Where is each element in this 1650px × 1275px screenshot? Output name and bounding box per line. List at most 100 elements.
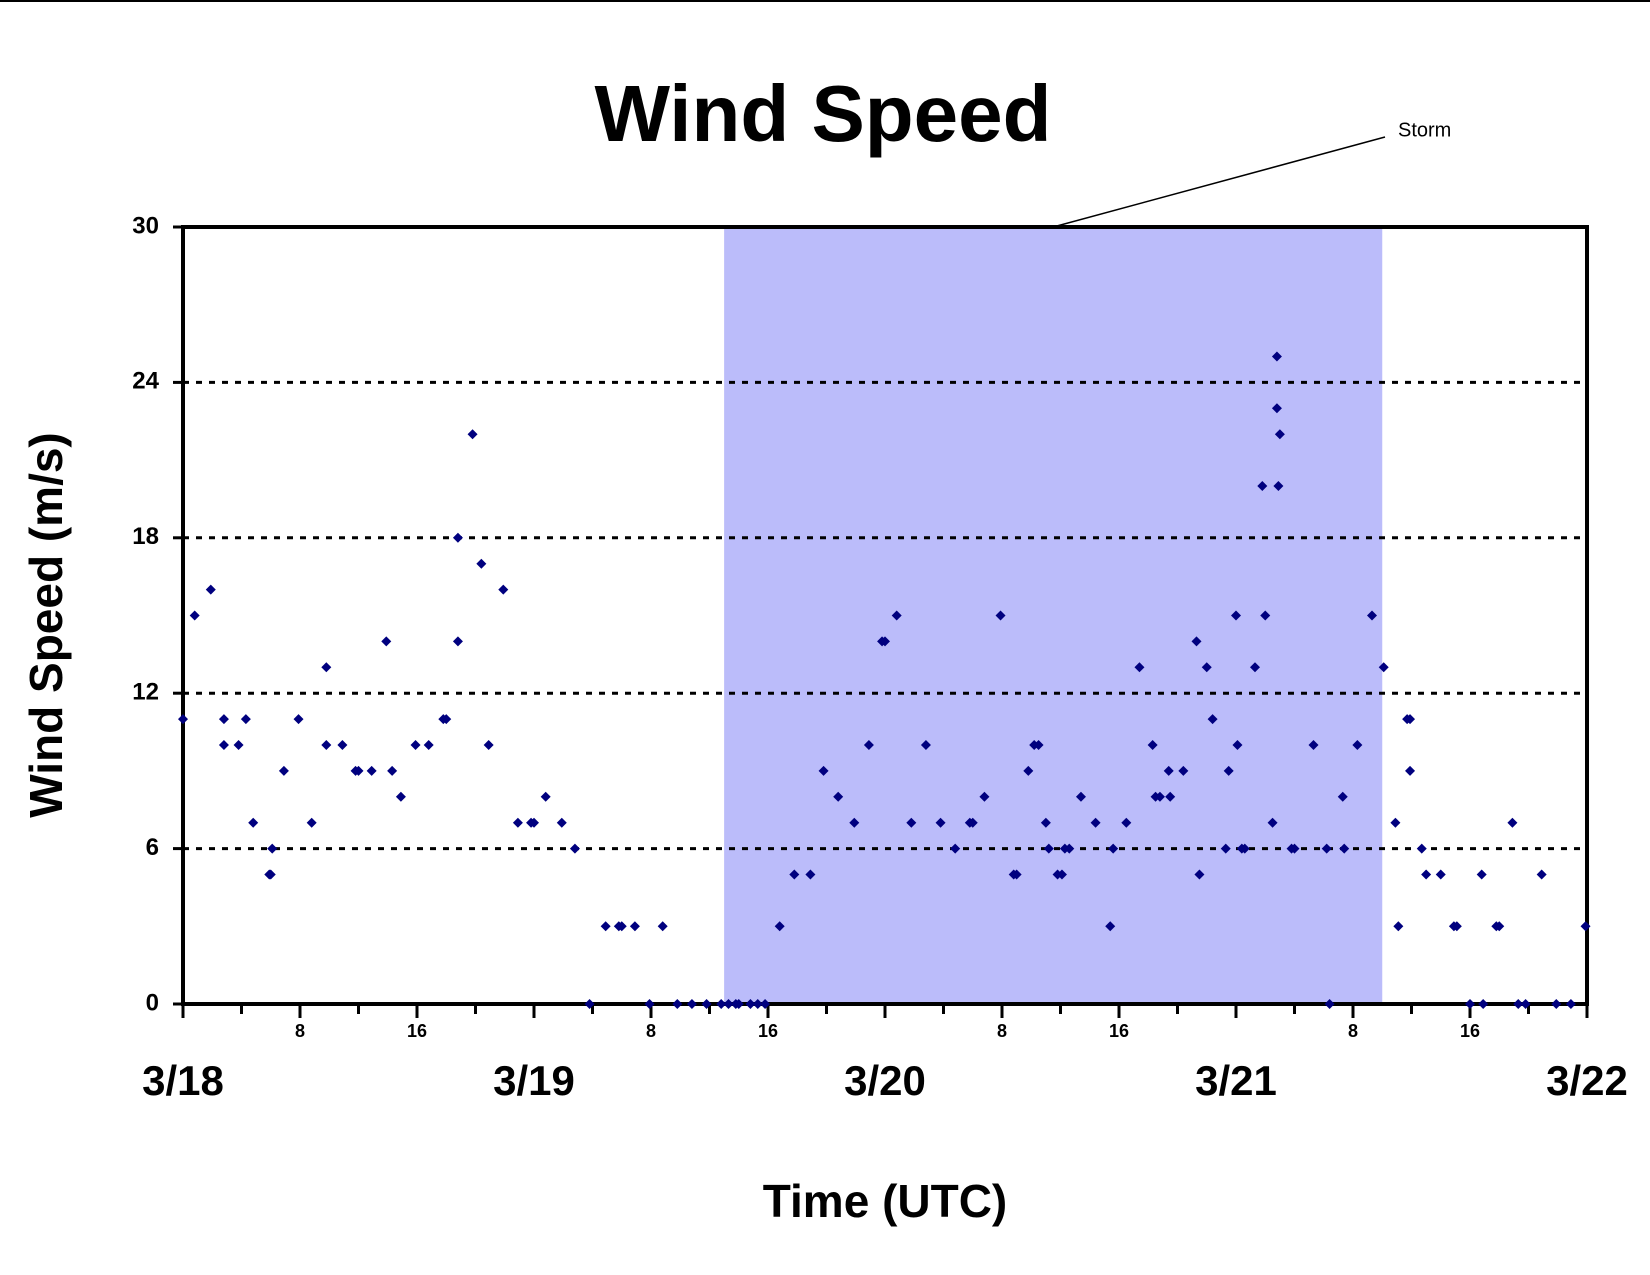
point (1378, 662, 1389, 673)
point (498, 584, 509, 595)
x-day-label: 3/22 (1546, 1057, 1628, 1104)
x-day-label: 3/20 (844, 1057, 926, 1104)
point (818, 765, 829, 776)
point (774, 921, 785, 932)
point (218, 714, 229, 725)
point (1043, 843, 1054, 854)
y-tick-label: 0 (146, 989, 159, 1016)
point (293, 714, 304, 725)
point (584, 999, 595, 1009)
point (395, 791, 406, 802)
point (1339, 843, 1350, 854)
point (833, 791, 844, 802)
point (1507, 817, 1518, 828)
point (1163, 765, 1174, 776)
point (1023, 765, 1034, 776)
point (979, 791, 990, 802)
point (1536, 869, 1547, 880)
point (1134, 662, 1145, 673)
x-hour-label: 8 (295, 1021, 305, 1041)
point (1352, 740, 1363, 750)
x-day-label: 3/21 (1195, 1057, 1277, 1104)
point (1090, 817, 1101, 828)
point (1416, 843, 1427, 854)
point (760, 999, 771, 1009)
point (1435, 869, 1446, 880)
point (935, 817, 946, 828)
point (353, 765, 364, 776)
point (267, 843, 278, 854)
point (1465, 999, 1475, 1009)
y-tick-label: 6 (146, 834, 159, 861)
point (1257, 481, 1268, 491)
point (423, 740, 434, 750)
point (569, 843, 580, 854)
point (920, 740, 931, 750)
point (1478, 999, 1489, 1009)
y-tick-label: 30 (132, 212, 159, 239)
point (387, 765, 398, 776)
point (441, 714, 452, 725)
point (716, 999, 727, 1009)
point (1108, 843, 1119, 854)
point (1105, 921, 1116, 932)
point (476, 558, 487, 569)
point (1289, 843, 1300, 854)
point (629, 921, 640, 932)
point (1324, 999, 1335, 1009)
point (891, 610, 902, 621)
point (1201, 662, 1212, 673)
point (1405, 714, 1416, 725)
x-day-label: 3/18 (142, 1057, 224, 1104)
point (1040, 817, 1051, 828)
point (529, 817, 539, 828)
point (1239, 843, 1250, 854)
point (1337, 791, 1348, 802)
point (218, 740, 229, 750)
plot-frame (181, 225, 1589, 1006)
point (1580, 921, 1591, 932)
point (733, 999, 744, 1009)
x-hour-label: 8 (1348, 1021, 1358, 1041)
point (1274, 429, 1285, 440)
annotation-line (1052, 136, 1386, 228)
point (950, 843, 961, 854)
annotation-label: Storm (1398, 119, 1451, 141)
point (863, 740, 874, 750)
x-hour-label: 16 (1460, 1021, 1480, 1041)
x-hour-label: 16 (407, 1021, 427, 1041)
point (178, 714, 188, 725)
x-hour-label: 8 (646, 1021, 656, 1041)
point (556, 817, 567, 828)
point (752, 999, 763, 1009)
point (1194, 869, 1205, 880)
point (1232, 740, 1243, 750)
point (1271, 403, 1282, 414)
point (1421, 869, 1432, 880)
point (189, 610, 200, 621)
point (1033, 740, 1044, 750)
point (1405, 765, 1416, 776)
point (1147, 740, 1158, 750)
point (1451, 921, 1462, 932)
point (657, 921, 668, 932)
point (265, 869, 276, 880)
point (1393, 921, 1404, 932)
x-hour-label: 16 (758, 1021, 778, 1041)
point (1064, 843, 1075, 854)
point (1075, 791, 1086, 802)
point (1191, 636, 1202, 647)
point (1250, 662, 1261, 673)
point (849, 817, 860, 828)
point (1271, 351, 1282, 362)
point (1565, 999, 1576, 1009)
point (880, 636, 890, 647)
point (967, 817, 978, 828)
point (1178, 765, 1189, 776)
point (306, 817, 317, 828)
y-tick-label: 18 (132, 523, 159, 550)
point (240, 714, 251, 725)
point (1011, 869, 1022, 880)
point (381, 636, 392, 647)
